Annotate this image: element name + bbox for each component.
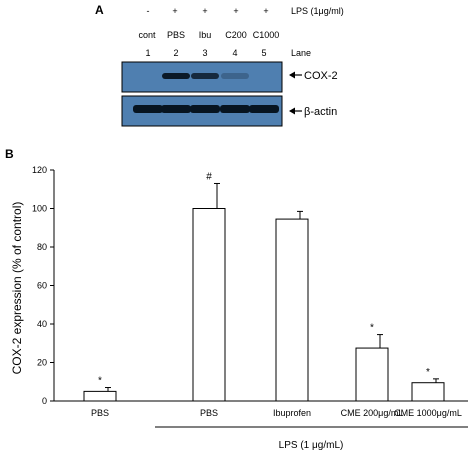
beta-actin-arrow [289,107,302,115]
cox2-band [191,73,219,79]
y-tick-label: 100 [32,204,47,214]
bar [411,382,445,402]
x-category-label: PBS [91,408,109,418]
significance-marker: # [206,171,212,182]
group-label: cont [138,30,156,40]
error-bars [105,182,439,392]
x-category-label: PBS [200,408,218,418]
treatment-sign: + [263,6,268,16]
y-tick-label: 120 [32,165,47,175]
y-axis-label: COX-2 expression (% of control) [10,202,24,375]
group-label: C200 [225,30,247,40]
y-tick-label: 60 [37,281,47,291]
lane-number: 1 [145,48,150,58]
cox2-arrow [289,71,302,79]
significance-marker: * [426,367,430,378]
lps-label: LPS (1μg/ml) [291,6,344,16]
significance-marker: * [98,376,102,387]
beta-actin-band [133,105,163,113]
x-category-label: Ibuprofen [273,408,311,418]
group-label: C1000 [253,30,280,40]
beta-actin-band [249,105,279,113]
treatment-sign: + [233,6,238,16]
group-label: PBS [167,30,185,40]
cox2-band [162,73,190,79]
bar [275,218,309,402]
y-ticks: 0 20 40 60 80 100 120 [32,165,54,406]
blot-beta-actin [121,95,283,127]
cox2-band-label: COX-2 [304,70,338,82]
lane-number: 5 [261,48,266,58]
significance-marker: * [370,323,374,334]
group-label-row: cont PBS Ibu C200 C1000 [138,30,279,40]
beta-actin-band [220,105,250,113]
lane-number: 3 [202,48,207,58]
lps-group-label: LPS (1 μg/mL) [279,440,344,451]
treatment-sign-row: - + + + + [147,6,269,16]
treatment-sign: + [202,6,207,16]
beta-actin-band-label: β-actin [304,106,337,118]
bar [192,208,226,402]
lane-number-row: 1 2 3 4 5 [145,48,266,58]
y-tick-label: 40 [37,319,47,329]
lane-label: Lane [291,48,311,58]
y-tick-label: 80 [37,242,47,252]
treatment-sign: + [172,6,177,16]
bar [355,347,389,402]
cox2-band [221,73,249,79]
beta-actin-band [161,105,191,113]
group-label: Ibu [199,30,212,40]
treatment-sign: - [147,6,150,16]
blot-cox2 [121,61,283,93]
x-category-label: CME 200μg/mL [341,408,404,418]
lane-number: 4 [232,48,237,58]
panel-b-letter: B [5,147,14,161]
bars [83,208,445,402]
x-category-label: CME 1000μg/mL [394,408,462,418]
lane-number: 2 [173,48,178,58]
bar [83,390,117,402]
y-tick-label: 20 [37,358,47,368]
panel-a-letter: A [95,3,104,17]
beta-actin-band [190,105,220,113]
y-tick-label: 0 [42,396,47,406]
cox2-arrow-head [289,71,295,79]
beta-actin-arrow-head [289,107,295,115]
annotations: * # * * [98,171,430,386]
